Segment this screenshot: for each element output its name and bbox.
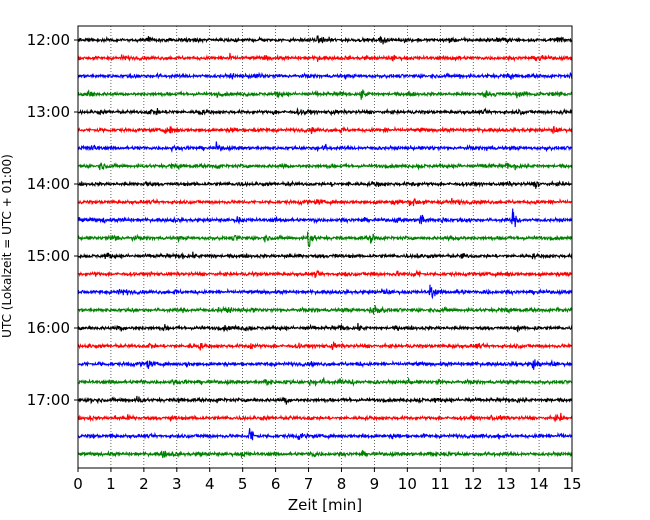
y-tick-label: 14:00 (27, 175, 70, 193)
trace-1645 (77, 376, 573, 387)
plot-frame (77, 25, 573, 469)
x-tick-label: 11 (431, 475, 450, 493)
trace-1415 (77, 197, 573, 207)
x-tick-label: 8 (337, 475, 347, 493)
x-tick-label: 6 (271, 475, 281, 493)
trace-1245 (77, 89, 573, 100)
x-tick-label: 0 (73, 475, 83, 493)
x-tick-label: 12 (464, 475, 483, 493)
trace-1430 (77, 208, 573, 228)
x-tick-label: 7 (304, 475, 314, 493)
trace-1215 (77, 52, 573, 63)
x-tick-label: 5 (238, 475, 248, 493)
trace-1615 (77, 341, 573, 351)
trace-1515 (77, 269, 573, 279)
y-axis-label: UTC (Lokalzeit = UTC + 01:00) (0, 154, 14, 338)
y-axis-ticks: 12:00 13:00 14:00 15:00 16:00 17:00 (27, 31, 78, 409)
x-tick-label: 9 (370, 475, 380, 493)
trace-1700 (77, 395, 573, 405)
trace-1315 (77, 125, 573, 135)
trace-1745 (77, 449, 573, 459)
y-tick-label: 15:00 (27, 247, 70, 265)
trace-1600 (77, 322, 573, 333)
x-tick-label: 13 (497, 475, 516, 493)
y-tick-label: 16:00 (27, 319, 70, 337)
x-tick-label: 14 (530, 475, 549, 493)
trace-1400 (77, 179, 573, 189)
trace-1200 (77, 35, 573, 45)
trace-1715 (77, 412, 573, 422)
trace-1345 (77, 162, 573, 171)
trace-1230 (77, 71, 573, 81)
x-tick-label: 15 (562, 475, 581, 493)
x-tick-label: 2 (139, 475, 149, 493)
x-tick-label: 4 (205, 475, 215, 493)
x-tick-label: 10 (398, 475, 417, 493)
trace-1630 (77, 359, 573, 370)
y-tick-label: 13:00 (27, 103, 70, 121)
trace-1300 (77, 106, 573, 117)
x-tick-label: 1 (106, 475, 116, 493)
x-axis-label: Zeit [min] (288, 496, 362, 514)
x-tick-label: 3 (172, 475, 182, 493)
trace-1500 (77, 251, 573, 261)
x-axis-ticks: 0 1 2 3 4 5 6 7 8 9 10 11 12 13 14 15 (73, 468, 582, 493)
trace-1545 (77, 305, 573, 315)
trace-1445 (77, 231, 573, 248)
trace-1730 (77, 428, 573, 441)
y-tick-label: 12:00 (27, 31, 70, 49)
trace-1330 (77, 141, 573, 154)
trace-1530 (77, 284, 573, 300)
y-tick-label: 17:00 (27, 391, 70, 409)
seismic-traces (77, 35, 573, 459)
